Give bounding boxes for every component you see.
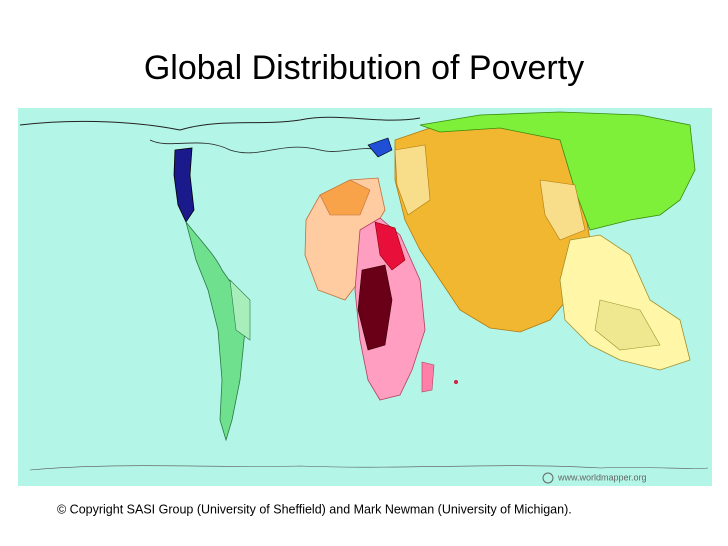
antarctic-coast	[29, 465, 709, 471]
southeast-asia	[559, 234, 691, 371]
cartogram-map: www.worldmapper.org	[18, 108, 712, 486]
south-america	[185, 221, 246, 442]
north-america-coast	[149, 139, 381, 154]
madagascar	[421, 361, 435, 393]
pakistan	[394, 144, 431, 216]
china	[419, 111, 696, 231]
brazil	[229, 279, 251, 341]
copyright-icon	[542, 472, 554, 484]
usa	[173, 147, 195, 223]
arctic-coast	[19, 116, 421, 131]
slide-title: Global Distribution of Poverty	[144, 49, 584, 87]
indonesia	[594, 299, 661, 351]
central-africa	[357, 264, 393, 351]
watermark: www.worldmapper.org	[557, 472, 647, 482]
europe	[367, 137, 393, 158]
copyright: © Copyright SASI Group (University of Sh…	[57, 502, 572, 516]
sahel	[319, 179, 371, 216]
island	[454, 380, 458, 384]
bangladesh	[539, 179, 586, 241]
horn-africa	[374, 221, 406, 271]
